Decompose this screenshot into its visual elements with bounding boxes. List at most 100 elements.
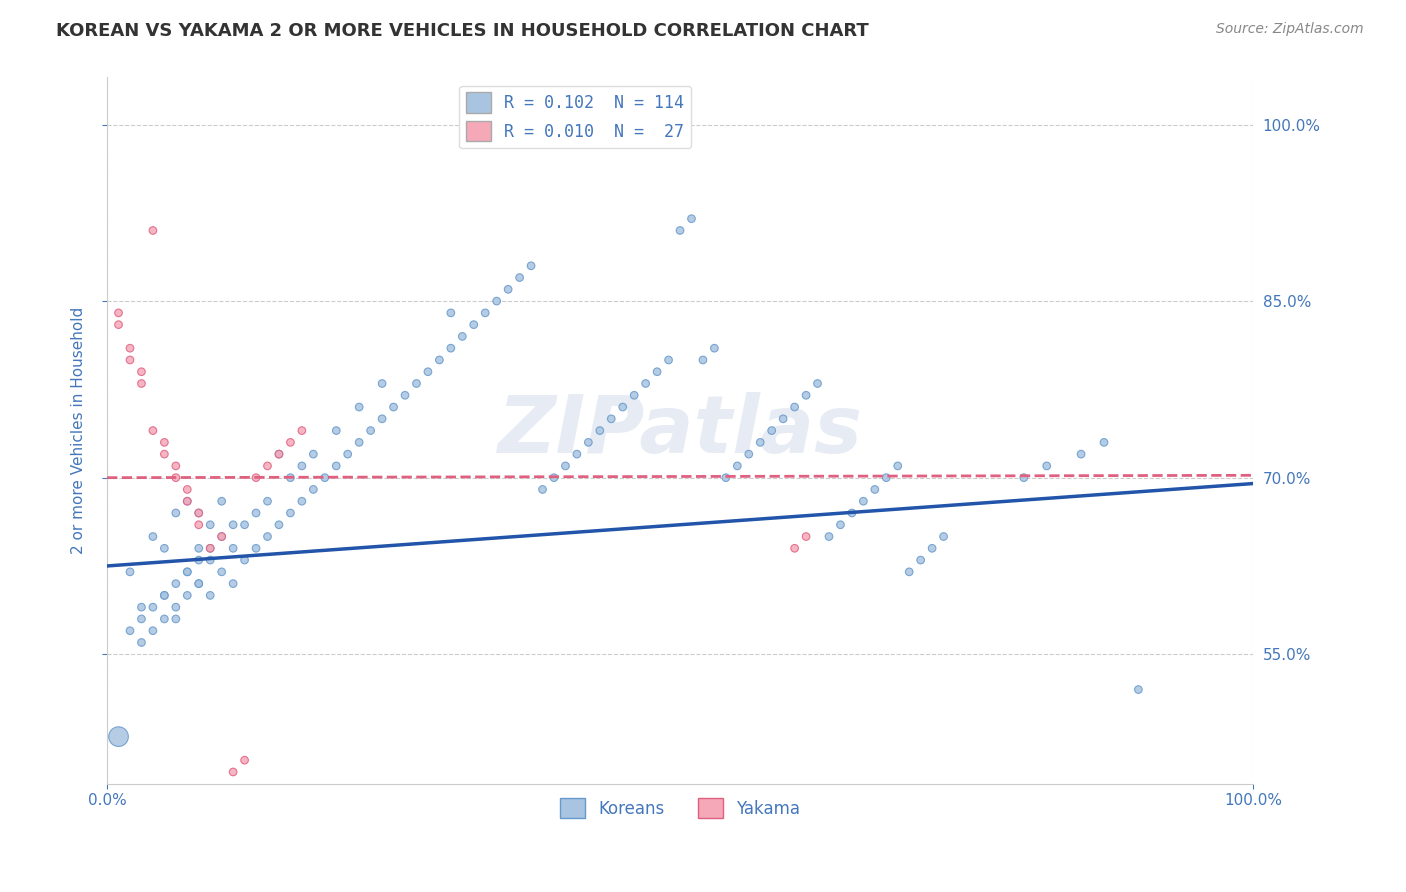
Point xyxy=(440,306,463,320)
Point xyxy=(863,483,886,497)
Point xyxy=(703,341,725,355)
Point xyxy=(200,588,222,602)
Point xyxy=(256,494,278,508)
Point xyxy=(360,424,382,438)
Point xyxy=(176,494,198,508)
Point xyxy=(200,517,222,532)
Point xyxy=(165,600,187,615)
Point xyxy=(830,517,852,532)
Point xyxy=(291,424,314,438)
Point xyxy=(875,471,897,485)
Point xyxy=(314,471,336,485)
Point xyxy=(200,553,222,567)
Point xyxy=(634,376,657,391)
Point xyxy=(118,341,141,355)
Point xyxy=(496,282,519,296)
Point xyxy=(280,471,302,485)
Point xyxy=(153,612,176,626)
Point xyxy=(1035,458,1057,473)
Point xyxy=(176,565,198,579)
Point xyxy=(429,353,451,368)
Point xyxy=(405,376,427,391)
Point xyxy=(200,541,222,556)
Point xyxy=(818,529,841,543)
Point xyxy=(211,494,233,508)
Point xyxy=(118,624,141,638)
Point xyxy=(623,388,645,402)
Point xyxy=(543,471,565,485)
Point xyxy=(233,553,256,567)
Point xyxy=(153,588,176,602)
Point xyxy=(600,412,623,426)
Point xyxy=(165,471,187,485)
Point xyxy=(681,211,703,226)
Point xyxy=(531,483,554,497)
Point xyxy=(131,635,153,649)
Point xyxy=(165,506,187,520)
Point xyxy=(336,447,359,461)
Text: KOREAN VS YAKAMA 2 OR MORE VEHICLES IN HOUSEHOLD CORRELATION CHART: KOREAN VS YAKAMA 2 OR MORE VEHICLES IN H… xyxy=(56,22,869,40)
Point xyxy=(416,365,439,379)
Point xyxy=(176,494,198,508)
Point xyxy=(107,306,129,320)
Point xyxy=(371,376,394,391)
Point xyxy=(131,376,153,391)
Point xyxy=(738,447,761,461)
Point xyxy=(347,400,370,414)
Point xyxy=(1092,435,1115,450)
Point xyxy=(187,576,209,591)
Point xyxy=(669,223,692,237)
Point xyxy=(187,506,209,520)
Point xyxy=(1128,682,1150,697)
Point xyxy=(658,353,681,368)
Point xyxy=(142,529,165,543)
Point xyxy=(153,588,176,602)
Point xyxy=(898,565,921,579)
Point xyxy=(187,576,209,591)
Point xyxy=(794,529,817,543)
Point xyxy=(841,506,863,520)
Point xyxy=(245,541,267,556)
Point xyxy=(280,506,302,520)
Point xyxy=(233,517,256,532)
Point xyxy=(325,424,347,438)
Point xyxy=(200,541,222,556)
Point xyxy=(576,435,599,450)
Point xyxy=(692,353,714,368)
Point xyxy=(783,541,806,556)
Point xyxy=(222,517,245,532)
Point xyxy=(325,458,347,473)
Point xyxy=(554,458,576,473)
Point xyxy=(153,435,176,450)
Point xyxy=(211,565,233,579)
Point xyxy=(291,494,314,508)
Point xyxy=(852,494,875,508)
Point xyxy=(222,541,245,556)
Point xyxy=(645,365,668,379)
Point xyxy=(783,400,806,414)
Point xyxy=(291,458,314,473)
Point xyxy=(520,259,543,273)
Point xyxy=(1012,471,1035,485)
Point xyxy=(440,341,463,355)
Point xyxy=(233,753,256,767)
Point xyxy=(371,412,394,426)
Point xyxy=(302,483,325,497)
Point xyxy=(142,600,165,615)
Point xyxy=(142,424,165,438)
Point xyxy=(142,624,165,638)
Point xyxy=(761,424,783,438)
Point xyxy=(772,412,794,426)
Point xyxy=(176,483,198,497)
Text: Source: ZipAtlas.com: Source: ZipAtlas.com xyxy=(1216,22,1364,37)
Point xyxy=(267,517,290,532)
Point xyxy=(107,318,129,332)
Point xyxy=(131,612,153,626)
Point xyxy=(714,471,737,485)
Point xyxy=(280,435,302,450)
Point xyxy=(245,471,267,485)
Point xyxy=(211,529,233,543)
Legend: Koreans, Yakama: Koreans, Yakama xyxy=(553,791,807,825)
Text: ZIPatlas: ZIPatlas xyxy=(498,392,862,469)
Point xyxy=(509,270,531,285)
